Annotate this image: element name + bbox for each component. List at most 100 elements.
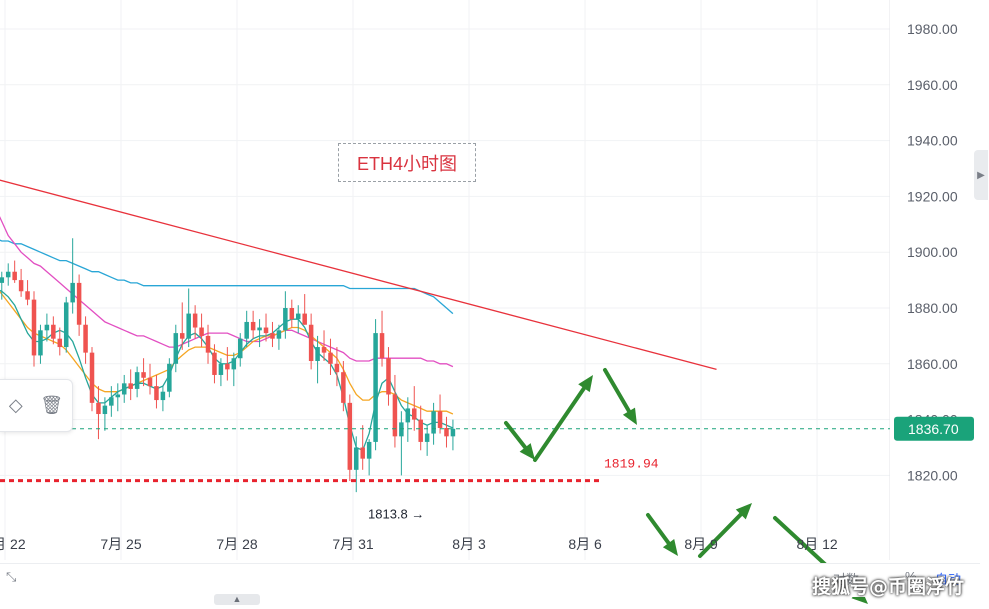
- candle: [321, 330, 327, 362]
- candle-body: [237, 338, 243, 359]
- candle: [121, 374, 127, 403]
- candle: [25, 280, 30, 306]
- candle: [199, 313, 204, 348]
- arrow-head: [622, 407, 637, 425]
- candle: [341, 361, 346, 412]
- candle: [154, 374, 159, 409]
- candle: [134, 366, 140, 398]
- price-tag-label: 1836.70: [908, 421, 959, 437]
- x-tick-label: 8月 9: [684, 536, 718, 552]
- candle-body: [450, 428, 456, 437]
- candle: [12, 260, 17, 283]
- candle-body: [76, 282, 82, 325]
- candle-body: [44, 324, 50, 331]
- candle-body: [212, 352, 217, 375]
- candle: [179, 302, 185, 350]
- candle-body: [12, 271, 17, 281]
- candle: [38, 324, 43, 364]
- low-price-label: 1813.8 →: [368, 507, 424, 522]
- candle: [399, 411, 404, 476]
- candle-body: [192, 313, 198, 328]
- arrow-up-2: [698, 503, 752, 558]
- candle-body: [405, 408, 411, 423]
- candle-body: [199, 327, 204, 336]
- candle-body: [341, 372, 346, 403]
- candle: [424, 425, 430, 456]
- candle: [353, 436, 359, 493]
- arrow-shaft: [504, 421, 528, 450]
- y-tick-label: 1940.00: [907, 133, 958, 149]
- ma-mid-line: [0, 290, 454, 415]
- trash-icon[interactable]: 🗑: [40, 395, 64, 415]
- candle: [70, 238, 75, 314]
- candle-body: [147, 377, 153, 387]
- y-tick-label: 1960.00: [907, 77, 958, 93]
- arrow-down-1: [504, 421, 535, 460]
- candle-body: [83, 324, 88, 353]
- candle-body: [353, 447, 359, 470]
- ma-long-line: [0, 239, 454, 315]
- candle: [315, 335, 320, 384]
- auto-scale-toggle[interactable]: 自动: [935, 572, 962, 587]
- candle-body: [115, 394, 121, 398]
- candle: [373, 319, 378, 451]
- diamond-icon[interactable]: ◇: [8, 395, 23, 415]
- candle: [270, 321, 275, 348]
- candle: [250, 310, 256, 339]
- candle-body: [134, 372, 140, 389]
- resize-grip-icon[interactable]: ▲: [214, 594, 260, 605]
- percent-toggle[interactable]: %: [905, 569, 917, 584]
- candle-body: [154, 386, 159, 401]
- candle-body: [70, 282, 75, 303]
- moving-averages: [0, 216, 454, 452]
- support-label: 1819.94: [604, 457, 659, 472]
- candle-body: [257, 327, 262, 331]
- candle-body: [244, 321, 249, 339]
- candle: [366, 439, 372, 476]
- candle: [225, 347, 230, 381]
- bottom-bar: [0, 563, 980, 597]
- candle-body: [121, 383, 127, 395]
- candle-body: [360, 447, 365, 459]
- candle-body: [444, 427, 449, 437]
- candle-body: [431, 411, 436, 434]
- candle: [237, 333, 243, 367]
- candle: [205, 324, 211, 364]
- candle: [128, 369, 133, 401]
- candle-body: [366, 441, 372, 459]
- candle: [392, 374, 398, 448]
- candles: [0, 238, 456, 493]
- candle: [418, 405, 423, 451]
- drawing-toolbar[interactable]: ◇ 🗑: [0, 379, 73, 432]
- log-scale-toggle[interactable]: 对数: [833, 572, 860, 587]
- arrow-head: [578, 375, 593, 393]
- candle: [263, 313, 269, 342]
- collapse-handle-icon[interactable]: ▶: [974, 150, 988, 200]
- candle-body: [270, 333, 275, 339]
- candle: [289, 299, 295, 328]
- candle: [212, 344, 217, 384]
- candle-body: [347, 402, 353, 470]
- candle: [83, 316, 88, 364]
- x-tick-label: 7月 31: [332, 536, 373, 552]
- candle-body: [205, 335, 211, 353]
- candle-body: [392, 394, 398, 437]
- x-tick-label: 7月 28: [216, 536, 257, 552]
- grid: [0, 0, 891, 560]
- arrow-down-3: [646, 513, 678, 556]
- expand-icon[interactable]: ⤡: [6, 569, 17, 584]
- candle: [276, 324, 282, 350]
- ma-slow-line: [0, 216, 454, 368]
- candle: [412, 386, 417, 431]
- candle-body: [38, 330, 43, 356]
- candle-body: [31, 299, 37, 356]
- candle-body: [263, 327, 269, 334]
- candle: [102, 397, 108, 431]
- candle: [334, 347, 340, 387]
- arrow-shaft: [603, 368, 631, 414]
- y-tick-label: 1860.00: [907, 356, 958, 372]
- candle: [173, 324, 179, 373]
- candle-body: [412, 408, 417, 420]
- candle-body: [424, 433, 430, 442]
- candle: [76, 274, 82, 336]
